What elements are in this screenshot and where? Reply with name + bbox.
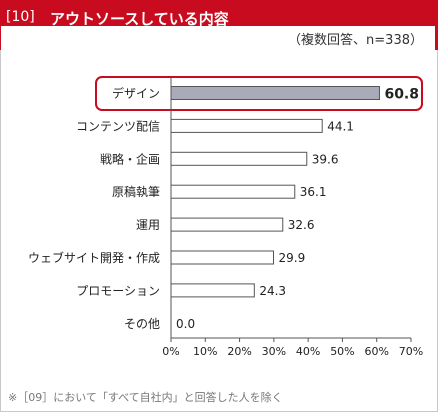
- value-label: 29.9: [279, 251, 306, 265]
- chart-number: [10]: [6, 9, 35, 25]
- bar: [170, 151, 308, 166]
- x-tick-label: 60%: [364, 345, 388, 358]
- value-label: 0.0: [176, 317, 195, 331]
- value-label: 36.1: [300, 185, 327, 199]
- category-label: コンテンツ配信: [76, 119, 160, 133]
- footnote: ※［09］において「すべて自社内」と回答した人を除く: [8, 391, 283, 404]
- x-tick-label: 10%: [193, 345, 217, 358]
- category-label: 戦略・企画: [100, 151, 160, 166]
- category-label: デザイン: [112, 86, 160, 101]
- category-label: プロモーション: [76, 284, 160, 298]
- value-label: 24.3: [259, 284, 286, 298]
- x-tick-label: 30%: [262, 345, 286, 358]
- category-label: 原稿執筆: [112, 184, 160, 199]
- value-label: 32.6: [288, 218, 315, 232]
- value-label: 44.1: [327, 119, 354, 133]
- bar: [170, 86, 380, 100]
- value-label: 60.8: [384, 87, 419, 103]
- chart-title: アウトソースしている内容: [50, 10, 229, 28]
- category-label: 運用: [136, 218, 160, 232]
- highlight-box: [95, 76, 423, 111]
- x-tick-label: 0%: [162, 345, 179, 358]
- x-tick-label: 70%: [399, 345, 423, 358]
- chart-subtitle: （複数回答、n=338）: [288, 33, 423, 48]
- value-label: 39.6: [312, 152, 339, 166]
- category-label: ウェブサイト開発・作成: [28, 250, 160, 265]
- category-label: その他: [124, 317, 160, 331]
- x-tick-label: 50%: [330, 345, 354, 358]
- bar: [170, 250, 275, 265]
- bar: [170, 217, 284, 232]
- bar: [170, 283, 255, 298]
- x-tick-label: 40%: [296, 345, 320, 358]
- bar: [170, 118, 323, 133]
- x-tick-label: 20%: [227, 345, 251, 358]
- bar: [170, 184, 296, 199]
